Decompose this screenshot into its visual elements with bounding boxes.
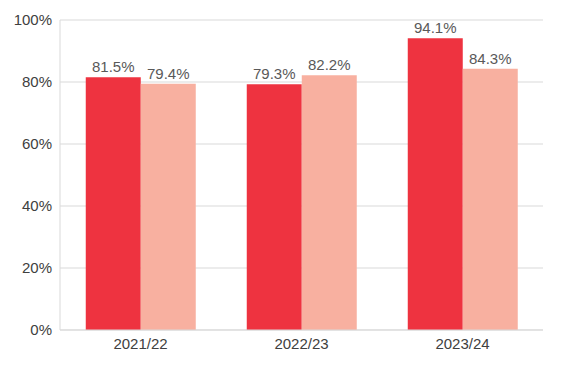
svg-text:82.2%: 82.2%	[308, 56, 351, 73]
svg-text:20%: 20%	[22, 259, 52, 276]
svg-text:2021/22: 2021/22	[113, 335, 167, 352]
svg-text:94.1%: 94.1%	[414, 19, 457, 36]
svg-text:80%: 80%	[22, 73, 52, 90]
svg-text:81.5%: 81.5%	[92, 58, 135, 75]
svg-text:84.3%: 84.3%	[469, 50, 512, 67]
svg-text:2022/23: 2022/23	[274, 335, 328, 352]
svg-text:79.3%: 79.3%	[253, 65, 296, 82]
svg-text:2023/24: 2023/24	[435, 335, 489, 352]
svg-text:79.4%: 79.4%	[147, 65, 190, 82]
svg-text:0%: 0%	[30, 321, 52, 338]
svg-text:60%: 60%	[22, 135, 52, 152]
svg-text:40%: 40%	[22, 197, 52, 214]
svg-text:100%: 100%	[14, 11, 52, 28]
